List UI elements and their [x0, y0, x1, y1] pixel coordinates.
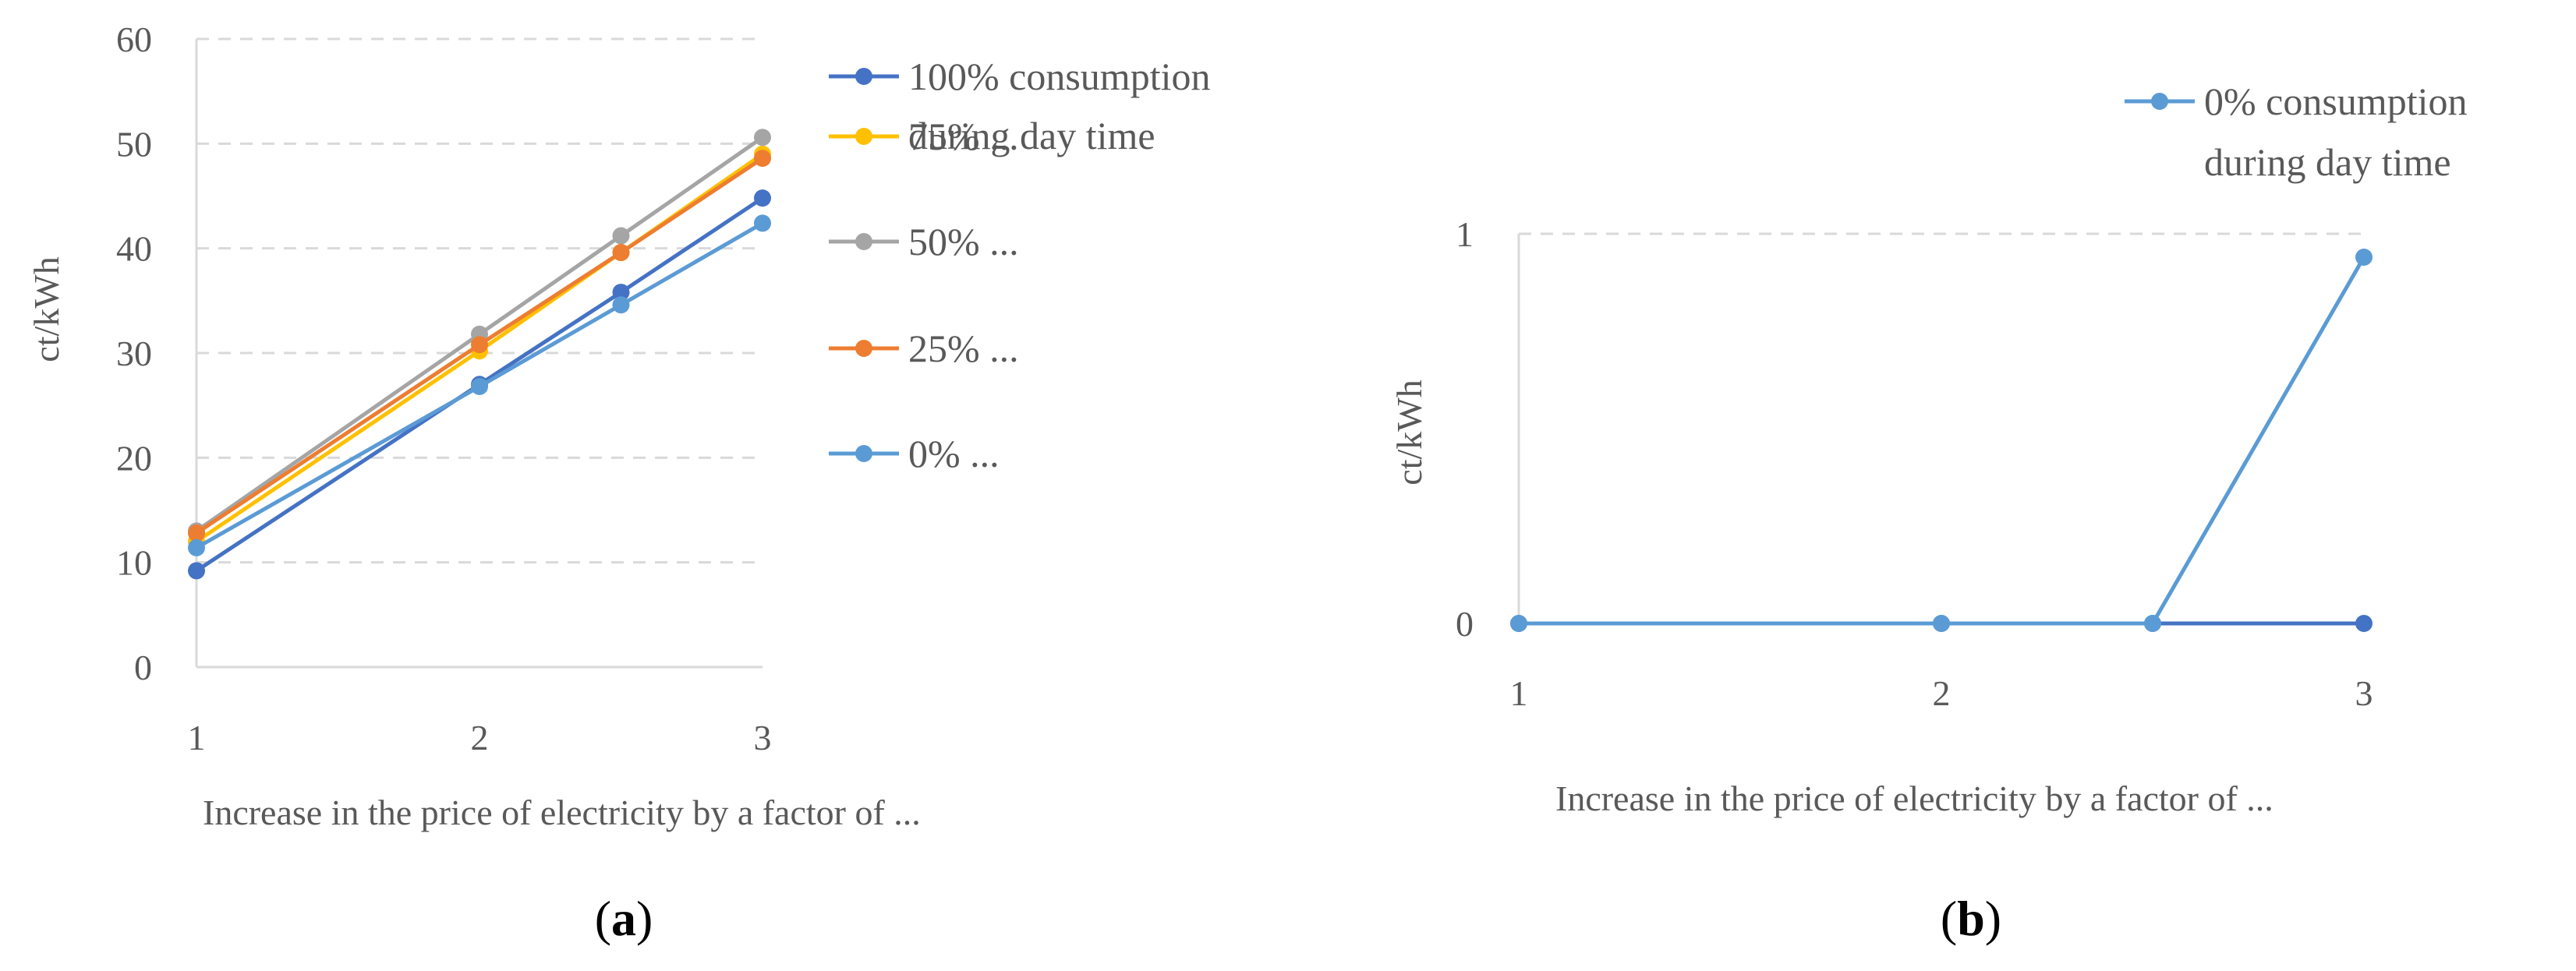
chart-a-series-0: [188, 189, 771, 580]
chart-a-legend-item: 0% ...: [829, 432, 1000, 475]
chart-b-legend-item: 0% consumption during day time: [2125, 79, 2467, 184]
chart-a-data-point: [612, 296, 630, 314]
chart-a-legend-label: 25% ...: [908, 327, 1019, 370]
chart-a-series-line: [195, 221, 764, 550]
chart-a-data-point: [188, 562, 205, 580]
chart-b-series: [1510, 249, 2373, 632]
chart-a-y-tick-label: 50: [116, 124, 152, 164]
chart-a-y-tick-label: 60: [116, 19, 152, 59]
chart-b-legend-label: during day time: [2204, 140, 2451, 184]
chart-a-legend-label: 0% ...: [908, 432, 1000, 475]
chart-a-y-tick-label: 10: [116, 543, 152, 583]
chart-a-x-tick-label: 3: [754, 718, 772, 757]
chart-a-caption: (a): [595, 891, 653, 946]
chart-b-y-ticks: 01: [1456, 214, 1474, 644]
chart-a-data-point: [754, 129, 771, 147]
chart-a-caption-open: (: [595, 891, 611, 946]
chart-b-y-axis-label: ct/kWh: [1389, 380, 1429, 485]
chart-a-y-tick-label: 0: [134, 648, 152, 687]
chart-a-data-point: [612, 227, 630, 245]
chart-a-legend-swatch-marker: [855, 233, 872, 250]
chart-a-y-tick-label: 20: [116, 438, 152, 478]
chart-b-legend-swatch-marker: [2151, 93, 2168, 110]
chart-b-data-point: [2144, 615, 2161, 632]
chart-a-series-line: [195, 136, 764, 533]
chart-b-y-tick-label: 0: [1456, 604, 1474, 644]
chart-a-legend-swatch-marker: [855, 340, 872, 357]
chart-a-legend-item: 100% consumption during day time: [829, 55, 1210, 157]
chart-a-data-point: [188, 538, 205, 556]
chart-b-data-point: [2355, 249, 2373, 266]
chart-b-legend: 0% consumption during day time: [2125, 79, 2467, 184]
chart-b-caption-open: (: [1941, 891, 1957, 946]
chart-a-caption-close: ): [636, 891, 653, 946]
chart-a: 0 10 20 30 40 50 60 1 2 3 ct/kWh Increase in the…: [27, 19, 1210, 946]
chart-a-y-tick-label: 30: [116, 334, 152, 373]
chart-a-legend-item: 50% ...: [829, 220, 1019, 263]
chart-a-y-ticks: 0 10 20 30 40 50 60: [116, 19, 152, 687]
chart-a-series-3: [188, 150, 771, 542]
chart-b-caption-close: ): [1985, 891, 2001, 946]
chart-b-x-tick-label: 1: [1510, 673, 1528, 713]
chart-a-x-axis-label: Increase in the price of electricity by …: [203, 793, 921, 832]
chart-a-series-4: [188, 214, 771, 556]
chart-b-y-tick-label: 1: [1456, 214, 1474, 254]
chart-b-x-tick-label: 3: [2355, 673, 2373, 713]
chart-a-data-point: [612, 244, 630, 262]
chart-b-axes: [1517, 234, 2364, 625]
chart-a-series-line: [195, 157, 764, 535]
chart-a-x-tick-label: 2: [471, 718, 489, 757]
chart-b-series-line: [1519, 256, 2366, 626]
chart-a-x-ticks: 1 2 3: [188, 718, 772, 757]
chart-a-legend-item: 25% ...: [829, 327, 1019, 370]
chart-a-data-point: [471, 336, 488, 354]
chart-b-data-point: [1933, 615, 1950, 632]
chart-a-data-point: [754, 214, 771, 232]
chart-a-legend-swatch-marker: [855, 128, 872, 145]
chart-a-legend-label: 50% ...: [908, 220, 1019, 263]
chart-a-data-point: [471, 377, 488, 395]
chart-a-legend-swatch-marker: [855, 68, 872, 85]
chart-a-legend-label: 100% consumption: [908, 55, 1210, 98]
chart-a-x-tick-label: 1: [188, 718, 206, 757]
chart-b-series-1: [1510, 249, 2373, 632]
chart-b-x-ticks: 1 2 3: [1510, 673, 2373, 713]
chart-a-data-point: [188, 524, 205, 542]
chart-b-data-point: [1510, 615, 1527, 632]
chart-a-legend-label: during day time: [908, 114, 1155, 157]
chart-a-legend-item: 75% ...: [829, 115, 1019, 158]
chart-a-caption-letter: a: [611, 891, 636, 946]
chart-a-data-point: [754, 150, 771, 168]
chart-a-gridlines: [196, 37, 763, 564]
chart-b-x-axis-label: Increase in the price of electricity by …: [1555, 779, 2273, 818]
chart-b-caption: (b): [1941, 891, 2001, 946]
chart-a-legend-swatch-marker: [855, 445, 872, 462]
chart-a-y-tick-label: 40: [116, 229, 152, 269]
chart-a-legend-label: 75% ...: [908, 115, 1019, 158]
chart-b-x-tick-label: 2: [1933, 673, 1951, 713]
chart-a-series: [188, 129, 771, 580]
chart-a-y-axis-label: ct/kWh: [27, 256, 66, 362]
chart-a-data-point: [754, 189, 771, 207]
chart-a-series-2: [188, 129, 771, 540]
chart-a-data-point: [612, 284, 630, 302]
chart-b-legend-label: 0% consumption: [2204, 79, 2467, 123]
chart-b-caption-letter: b: [1957, 891, 1985, 946]
chart-b-data-point: [2355, 615, 2373, 632]
chart-a-series-line: [195, 196, 764, 573]
